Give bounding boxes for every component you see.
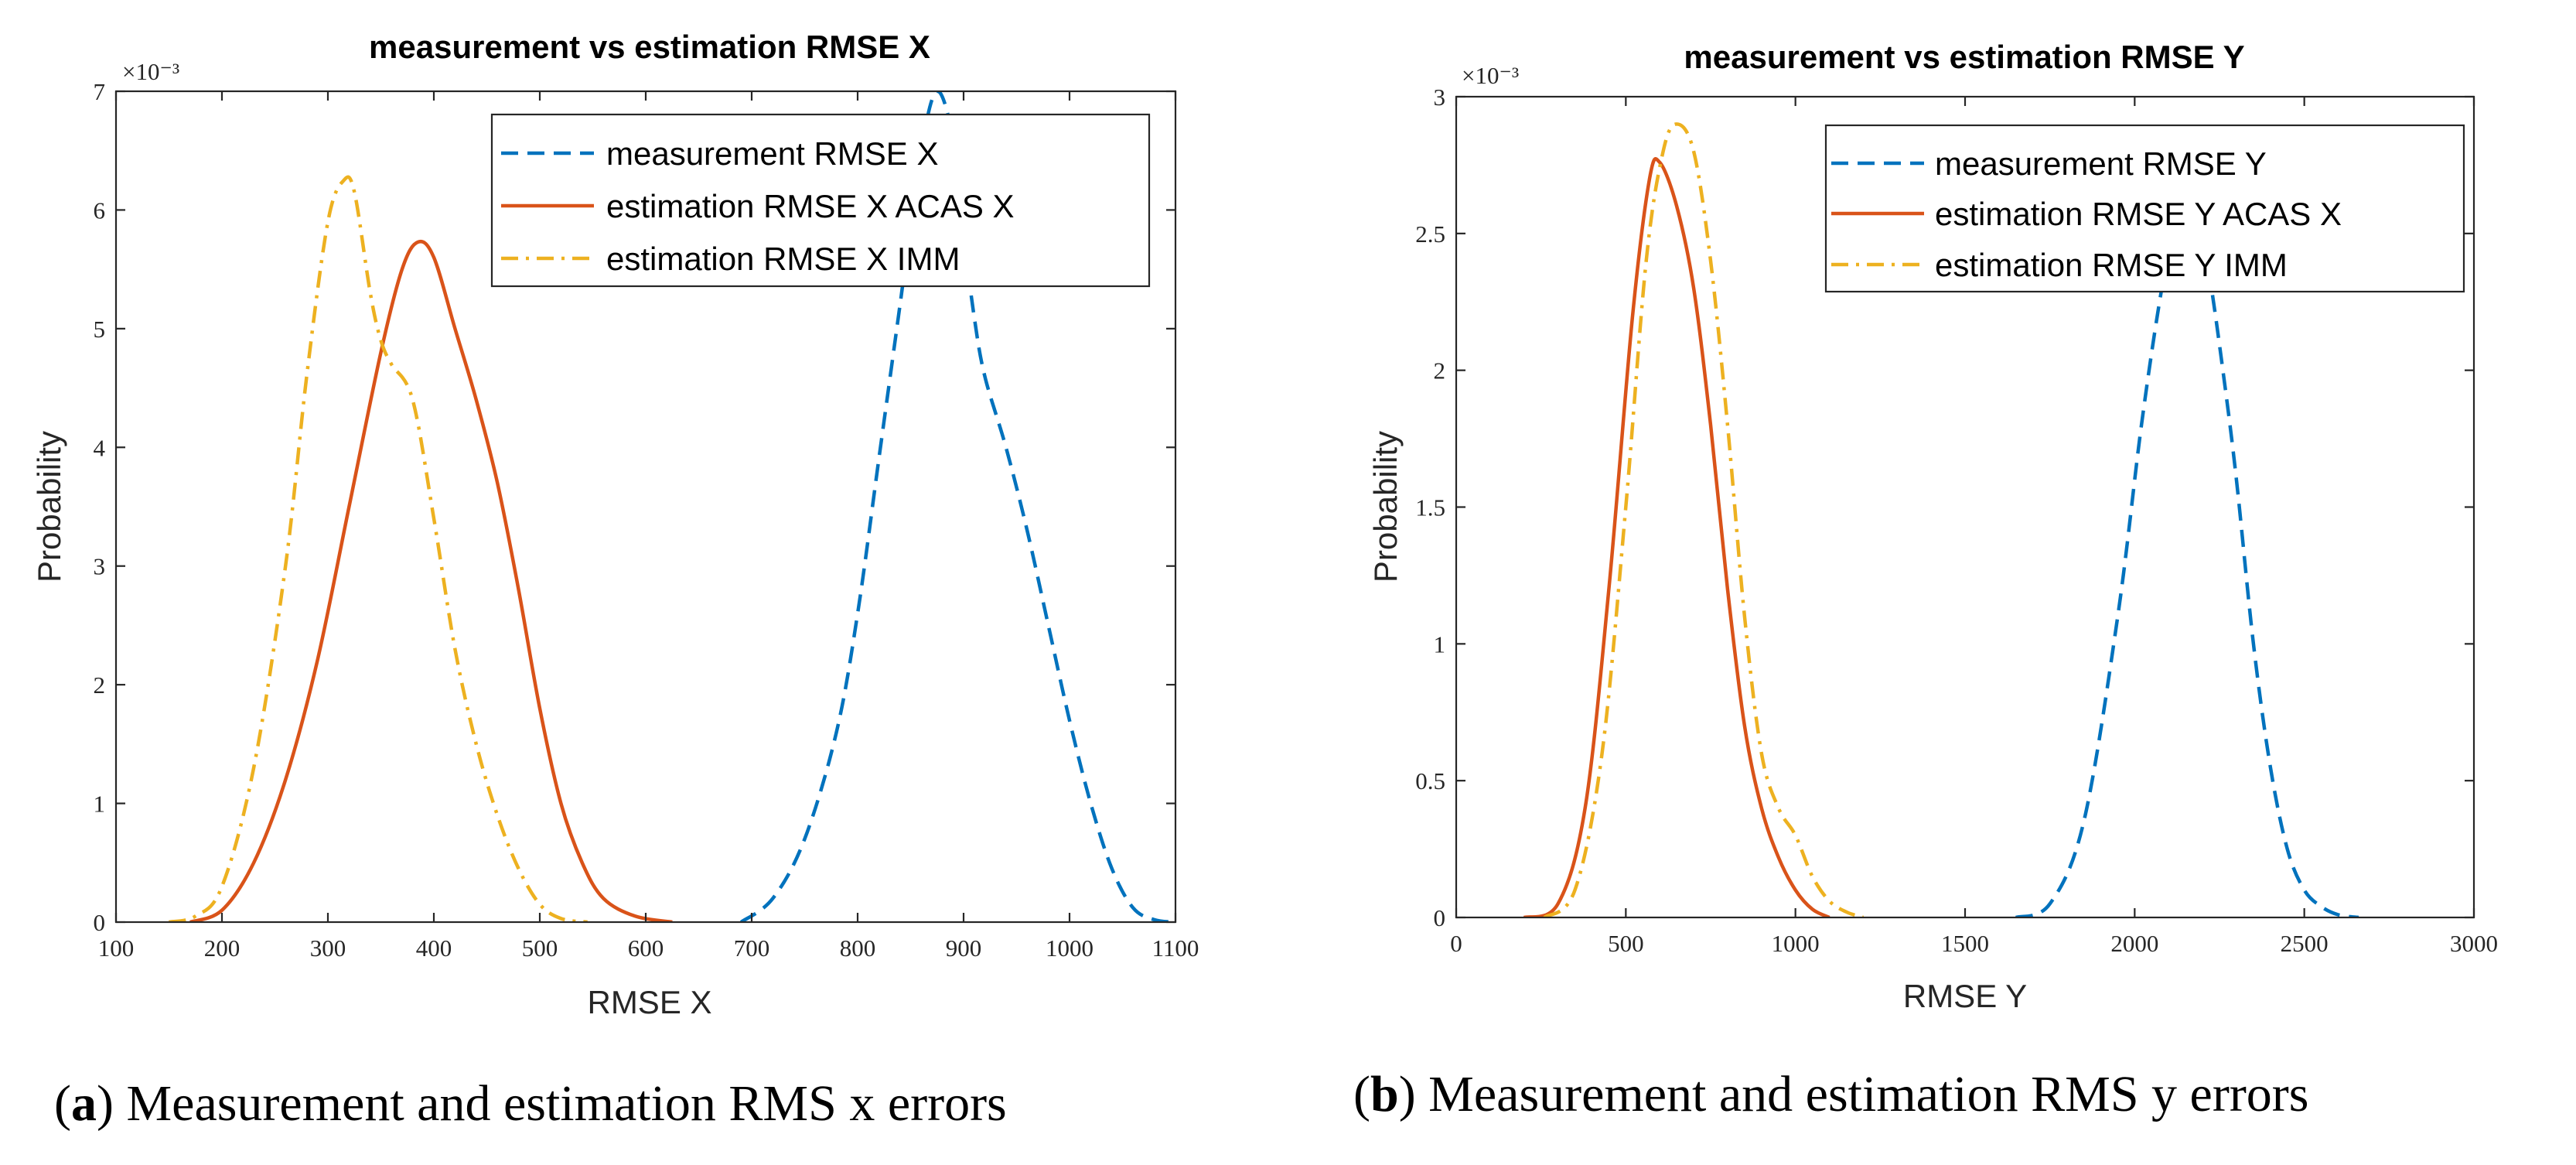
caption: (a) Measurement and estimation RMS x err… — [54, 1075, 1007, 1132]
chart-title: measurement vs estimation RMSE Y — [1684, 39, 2244, 75]
x-tick-label: 1000 — [1046, 934, 1094, 962]
y-tick-label: 0 — [1434, 904, 1446, 931]
x-tick-label: 500 — [1608, 930, 1644, 957]
y-tick-label: 2 — [1434, 357, 1446, 384]
x-axis-label: RMSE X — [587, 984, 711, 1020]
series-line-2 — [1523, 157, 1830, 917]
x-tick-label: 2000 — [2110, 930, 2158, 957]
y-tick-label: 1 — [94, 791, 106, 818]
caption-text: ) Measurement and estimation RMS x error… — [97, 1075, 1007, 1132]
x-tick-label: 1100 — [1152, 934, 1199, 962]
x-tick-label: 400 — [416, 934, 452, 962]
legend: measurement RMSE X estimation RMSE X ACAS… — [490, 113, 1151, 288]
y-tick-label: 3 — [94, 553, 106, 580]
legend-entry-2: estimation RMSE Y ACAS X — [1935, 196, 2342, 232]
y-exponent-label: ×10⁻³ — [122, 58, 179, 85]
y-tick-label: 1.5 — [1415, 494, 1445, 521]
x-tick-label: 1500 — [1941, 930, 1989, 957]
x-tick-label: 2500 — [2281, 930, 2329, 957]
caption-open-paren: ( — [54, 1075, 71, 1132]
y-tick-label: 0 — [94, 909, 106, 936]
caption: (b) Measurement and estimation RMS y err… — [1353, 1066, 2308, 1122]
x-axis-label: RMSE Y — [1903, 978, 2027, 1014]
y-tick-label: 2.5 — [1415, 220, 1445, 248]
x-tick-label: 100 — [98, 934, 135, 962]
legend-box — [490, 113, 1151, 288]
x-tick-label: 0 — [1450, 930, 1462, 957]
chart-title: measurement vs estimation RMSE X — [369, 29, 930, 65]
x-tick-label: 900 — [946, 934, 982, 962]
x-tick-label: 600 — [628, 934, 664, 962]
legend-entry-3: estimation RMSE Y IMM — [1935, 247, 2288, 283]
legend-entry-1: measurement RMSE Y — [1935, 145, 2267, 182]
series-line-1 — [2015, 195, 2359, 917]
x-tick-label: 300 — [310, 934, 346, 962]
x-tick-label: 500 — [522, 934, 558, 962]
caption-letter: b — [1370, 1066, 1399, 1122]
caption-open-paren: ( — [1353, 1066, 1370, 1122]
series-line-3 — [1543, 122, 1865, 917]
caption-text: ) Measurement and estimation RMS y error… — [1399, 1066, 2309, 1122]
legend: measurement RMSE Y estimation RMSE Y ACAS… — [1824, 124, 2465, 293]
series-line-3 — [169, 175, 588, 922]
x-tick-label: 1000 — [1772, 930, 1820, 957]
series-line-1 — [739, 91, 1175, 922]
y-axis-label: Probability — [1367, 431, 1404, 582]
y-tick-label: 1 — [1434, 630, 1446, 658]
y-tick-label: 4 — [94, 434, 106, 461]
legend-entry-2: estimation RMSE X ACAS X — [606, 188, 1015, 224]
chart-panel-b: measurement vs estimation RMSE Y 0 500 1000… — [1353, 39, 2498, 1122]
legend-box — [1824, 124, 2465, 293]
x-tick-label: 200 — [204, 934, 241, 962]
legend-entry-3: estimation RMSE X IMM — [606, 241, 960, 277]
y-tick-label: 5 — [94, 316, 106, 343]
series-line-2 — [189, 239, 673, 922]
x-tick-label: 3000 — [2450, 930, 2498, 957]
legend-entry-1: measurement RMSE X — [606, 135, 938, 172]
y-exponent-label: ×10⁻³ — [1462, 62, 1519, 89]
caption-letter: a — [71, 1075, 97, 1132]
x-tick-label: 700 — [734, 934, 770, 962]
y-tick-label: 0.5 — [1415, 767, 1445, 794]
y-axis-label: Probability — [31, 431, 67, 582]
y-tick-label: 2 — [94, 671, 106, 699]
x-tick-label: 800 — [840, 934, 876, 962]
y-tick-label: 6 — [94, 196, 106, 224]
y-tick-label: 7 — [94, 78, 106, 105]
y-tick-label: 3 — [1434, 84, 1446, 111]
